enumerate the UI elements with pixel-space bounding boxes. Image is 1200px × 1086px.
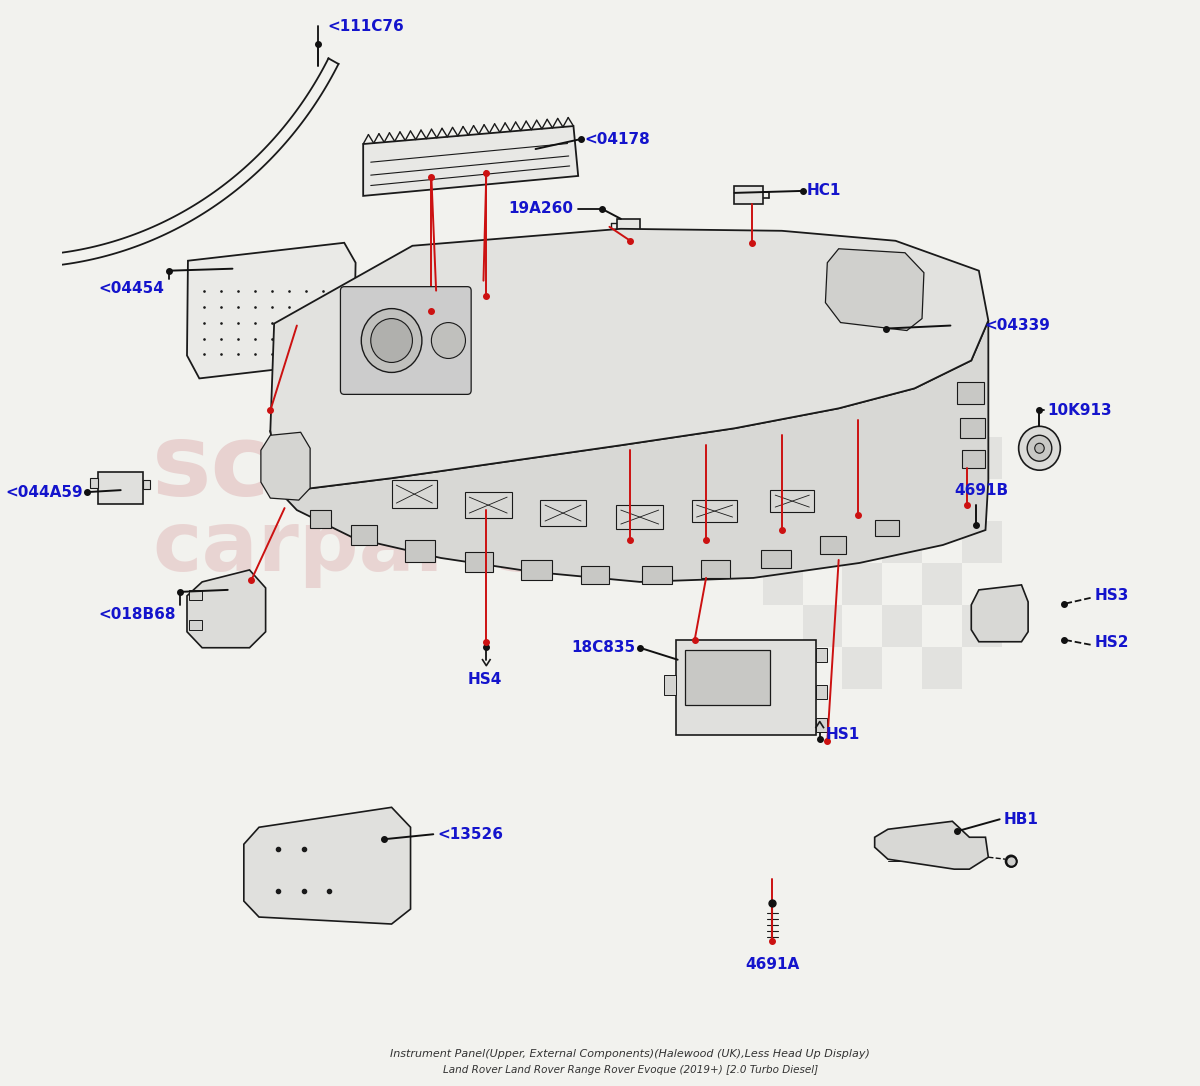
Bar [763,479,803,521]
Bar [842,395,882,438]
Polygon shape [270,320,989,582]
Polygon shape [364,126,578,195]
Bar [676,640,816,734]
Text: 10K913: 10K913 [1048,403,1111,418]
Text: 19A260: 19A260 [509,201,574,216]
Circle shape [1006,855,1016,867]
Text: HS4: HS4 [467,671,502,686]
Text: HB1: HB1 [1003,812,1038,826]
Text: HS3: HS3 [1094,589,1129,604]
Polygon shape [875,821,989,869]
Bar [922,395,962,438]
Bar [958,382,984,404]
Text: <018B68: <018B68 [98,607,175,622]
Bar [842,479,882,521]
Bar [816,647,827,661]
Bar [692,501,737,522]
Bar [310,510,331,528]
Bar [820,536,846,554]
Text: HS2: HS2 [1094,635,1129,651]
Bar [98,472,144,504]
Circle shape [1019,427,1061,470]
Circle shape [431,323,466,358]
Polygon shape [187,570,265,647]
Bar [875,520,899,536]
Bar [803,521,842,563]
Polygon shape [971,585,1028,642]
Bar [922,479,962,521]
Bar [685,649,770,705]
Bar [617,219,640,235]
Circle shape [1027,435,1051,462]
Bar [188,590,202,599]
Bar [962,521,1002,563]
Text: 4691B: 4691B [954,482,1008,497]
Bar [882,521,922,563]
Bar [962,451,984,468]
Bar [803,605,842,647]
Bar [761,550,791,568]
Polygon shape [187,243,355,378]
Text: scuderia: scuderia [152,419,632,517]
Bar [665,674,676,695]
Circle shape [371,318,413,363]
Bar [962,438,1002,479]
Polygon shape [260,432,310,501]
Text: <04339: <04339 [984,318,1050,333]
Bar [922,647,962,689]
Polygon shape [270,229,989,492]
Text: Land Rover Land Rover Range Rover Evoque (2019+) [2.0 Turbo Diesel]: Land Rover Land Rover Range Rover Evoque… [443,1064,818,1075]
Bar [842,647,882,689]
Bar [144,480,150,489]
Text: Instrument Panel(Upper, External Components)(Halewood (UK),Less Head Up Display): Instrument Panel(Upper, External Compone… [390,1049,870,1059]
Bar [763,563,803,605]
Bar [464,552,493,572]
Bar [90,478,98,488]
Bar [521,560,552,580]
Bar [922,563,962,605]
FancyBboxPatch shape [341,287,472,394]
Bar [803,438,842,479]
Bar [581,566,610,584]
Bar [540,501,586,526]
Text: <04178: <04178 [584,131,650,147]
Bar [701,560,730,578]
Bar [188,620,202,630]
Bar [770,490,814,513]
Bar [404,540,436,561]
Text: <044A59: <044A59 [5,484,83,500]
Bar [464,492,512,518]
Bar [616,505,664,529]
Circle shape [1008,858,1014,864]
Text: carparts: carparts [152,507,546,589]
Text: 18C835: 18C835 [571,641,635,655]
Circle shape [1034,443,1044,453]
Bar [391,480,437,508]
Text: HC1: HC1 [806,184,841,199]
Bar [962,605,1002,647]
Text: 4691A: 4691A [745,957,799,972]
Text: <111C76: <111C76 [328,18,404,34]
Polygon shape [826,249,924,330]
Bar [816,718,827,732]
Bar [734,186,763,204]
Bar [763,647,803,689]
Text: <13526: <13526 [437,826,503,842]
Bar [763,395,803,438]
Bar [960,418,984,439]
Text: HS1: HS1 [826,727,859,742]
Polygon shape [244,807,410,924]
Bar [882,438,922,479]
Text: <04454: <04454 [98,280,164,295]
Bar [350,525,377,545]
Bar [642,566,672,584]
Bar [816,684,827,698]
Circle shape [361,308,422,372]
Bar [882,605,922,647]
Bar [842,563,882,605]
